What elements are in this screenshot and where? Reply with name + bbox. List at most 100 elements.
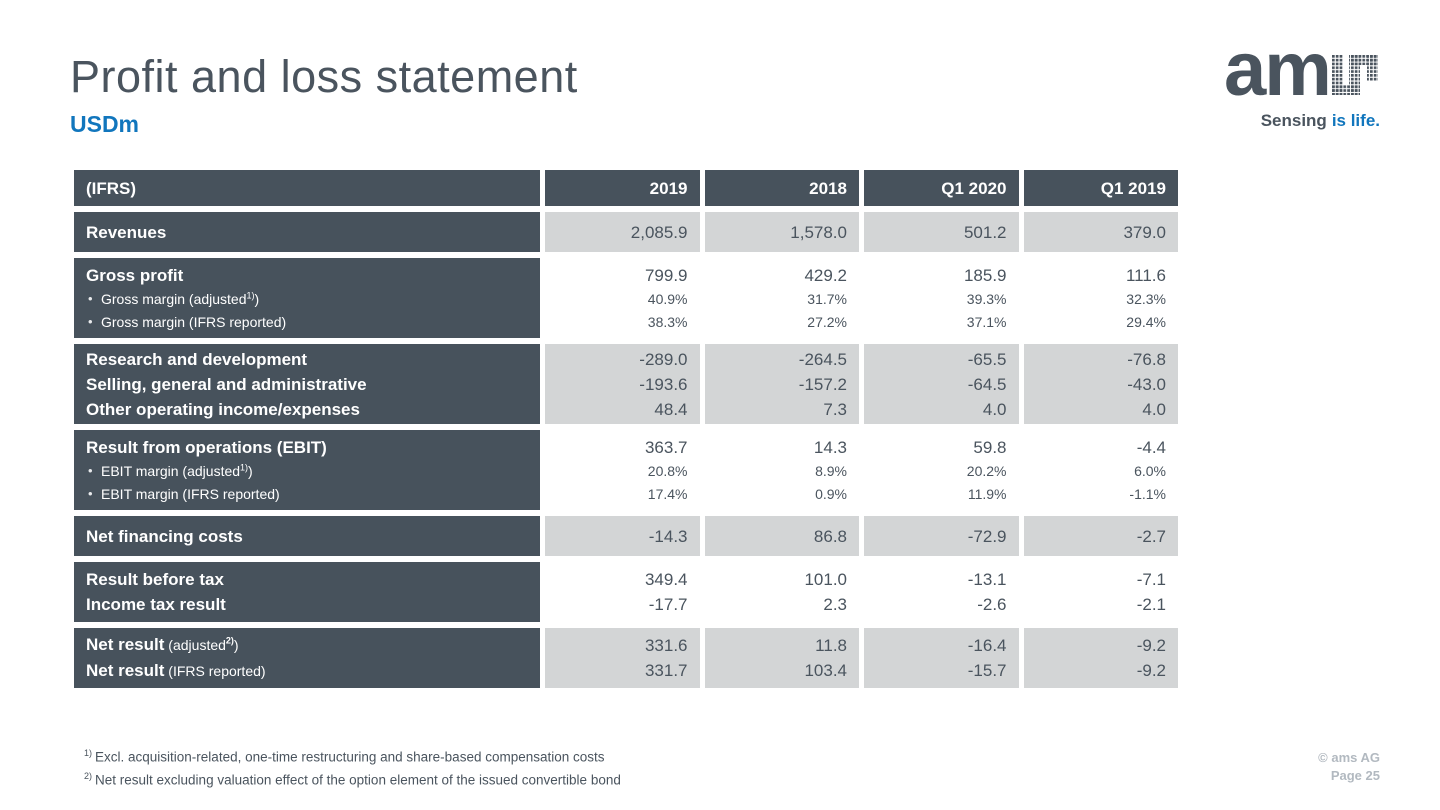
value-line: 59.8 xyxy=(973,437,1007,457)
column-header: Q1 2020 xyxy=(864,170,1019,206)
table-block: Net result (adjusted2)) Net result (IFRS … xyxy=(74,628,1178,688)
table-block: Gross profitGross margin (adjusted1))Gro… xyxy=(74,258,1178,338)
label-bold: Net financing costs xyxy=(86,526,243,546)
value-cell: 379.0 xyxy=(1023,212,1178,252)
value-line: 14.3 xyxy=(813,437,847,457)
value-cell: -13.1 -2.6 xyxy=(864,562,1019,622)
value-line: 379.0 xyxy=(1123,222,1166,242)
column-header-label: 2018 xyxy=(809,178,847,198)
footnote-text: Net result excluding valuation effect of… xyxy=(95,772,621,787)
value-cell: 363.7 20.8% 17.4% xyxy=(545,430,700,510)
value-line: -7.1 xyxy=(1136,570,1166,589)
label-bold: Gross profit xyxy=(86,265,184,285)
label-superscript: 2) xyxy=(225,635,234,646)
label-line: Net result (IFRS reported) xyxy=(86,658,540,684)
value-line: -13.1 xyxy=(967,570,1007,589)
label-line: Other operating income/expenses xyxy=(86,397,540,422)
value-line: -157.2 xyxy=(798,374,847,394)
label-line: Result from operations (EBIT) xyxy=(86,435,540,460)
value-cell: 59.8 20.2% 11.9% xyxy=(864,430,1019,510)
label-text: EBIT margin (IFRS reported) xyxy=(101,485,280,502)
label-line: EBIT margin (adjusted1)) xyxy=(86,460,540,483)
label-text: Gross margin (adjusted xyxy=(101,290,247,307)
units-label: USDm xyxy=(70,111,140,137)
label-line: Gross profit xyxy=(86,263,540,288)
footnote-text: Excl. acquisition-related, one-time rest… xyxy=(95,749,605,765)
label-superscript: 1) xyxy=(240,461,249,472)
header-label: (IFRS) xyxy=(86,178,137,198)
ams-s-icon xyxy=(1332,55,1378,95)
value-cell: -9.2 -9.2 xyxy=(1023,628,1178,688)
page-number: Page 25 xyxy=(1330,768,1380,783)
value-line: -16.4 xyxy=(967,636,1007,655)
label-text: Gross margin (IFRS reported) xyxy=(101,313,287,330)
label-line: Gross margin (adjusted1)) xyxy=(86,288,540,311)
value-line: -65.5 xyxy=(967,349,1007,369)
row-label: Net result (adjusted2)) Net result (IFRS … xyxy=(74,628,540,688)
label-bold: Other operating income/expenses xyxy=(86,399,360,419)
value-line: -193.6 xyxy=(639,374,688,394)
row-label: Gross profitGross margin (adjusted1))Gro… xyxy=(74,258,540,338)
value-line: 4.0 xyxy=(1142,399,1166,419)
value-line: -9.2 xyxy=(1136,636,1166,655)
column-header-label: 2019 xyxy=(649,178,688,198)
value-cell: 1,578.0 xyxy=(704,212,859,252)
value-cell: -2.7 xyxy=(1023,516,1178,556)
value-line: 0.9% xyxy=(815,485,847,502)
table-header-row: (IFRS) 2019 2018 Q1 2020 Q1 2019 xyxy=(74,170,1178,206)
label-text: (adjusted xyxy=(164,637,226,653)
logo-tagline: Sensing is life. xyxy=(1050,111,1380,131)
value-line: 2.3 xyxy=(823,595,847,614)
footnote-line: 2) Net result excluding valuation effect … xyxy=(84,767,621,790)
label-line: Income tax result xyxy=(86,592,540,617)
value-line: 48.4 xyxy=(654,399,688,419)
value-cell: -4.4 6.0% -1.1% xyxy=(1023,430,1178,510)
row-label: Result from operations (EBIT) EBIT margin… xyxy=(74,430,540,510)
value-line: -264.5 xyxy=(798,349,847,369)
copyright-text: © ams AG xyxy=(1318,750,1380,765)
value-cell: 429.2 31.7% 27.2% xyxy=(704,258,859,338)
value-line: -9.2 xyxy=(1136,661,1166,680)
value-cell: 331.6 331.7 xyxy=(545,628,700,688)
ams-logo: am Sensing is life. xyxy=(1050,35,1380,131)
value-line: -2.7 xyxy=(1136,526,1166,546)
value-line: -4.4 xyxy=(1136,437,1166,457)
value-line: 103.4 xyxy=(804,661,847,680)
value-line: 20.8% xyxy=(647,462,688,479)
page-title: Profit and loss statement xyxy=(70,51,578,102)
row-label: Result before tax Income tax result xyxy=(74,562,540,622)
label-line: Net result (adjusted2)) xyxy=(86,632,540,658)
value-cell: 501.2 xyxy=(864,212,1019,252)
value-line: 185.9 xyxy=(963,265,1007,285)
value-line: -43.0 xyxy=(1127,374,1166,394)
table-block: Research and development Selling, general… xyxy=(74,344,1178,424)
footnotes: 1) Excl. acquisition-related, one-time re… xyxy=(84,744,621,789)
value-line: -289.0 xyxy=(639,349,688,369)
value-line: -17.7 xyxy=(648,595,688,614)
label-line: Result before tax xyxy=(86,567,540,592)
value-cell: 101.0 2.3 xyxy=(704,562,859,622)
value-cell: -289.0 -193.6 48.4 xyxy=(545,344,700,424)
label-text: EBIT margin (adjusted xyxy=(101,462,241,479)
label-bold: Selling, general and administrative xyxy=(86,374,367,394)
tagline-dark: Sensing xyxy=(1260,111,1327,130)
value-cell: 86.8 xyxy=(704,516,859,556)
value-line: 101.0 xyxy=(804,570,847,589)
value-line: 39.3% xyxy=(966,290,1007,307)
table-block: Result from operations (EBIT) EBIT margin… xyxy=(74,430,1178,510)
value-line: -72.9 xyxy=(967,526,1007,546)
value-cell: -72.9 xyxy=(864,516,1019,556)
value-line: 331.6 xyxy=(644,636,688,655)
label-text: (IFRS reported) xyxy=(164,663,266,679)
value-line: 501.2 xyxy=(963,222,1007,242)
value-cell: 14.3 8.9% 0.9% xyxy=(704,430,859,510)
value-cell: -16.4 -15.7 xyxy=(864,628,1019,688)
value-line: -64.5 xyxy=(967,374,1007,394)
value-line: 799.9 xyxy=(644,265,688,285)
label-bold: Result before tax xyxy=(86,570,224,589)
table-block: Revenues 2,085.9 1,578.0 501.2 379.0 xyxy=(74,212,1178,252)
ams-logo-mark: am xyxy=(1224,35,1378,105)
value-line: 17.4% xyxy=(647,485,688,502)
label-line: Research and development xyxy=(86,347,540,372)
